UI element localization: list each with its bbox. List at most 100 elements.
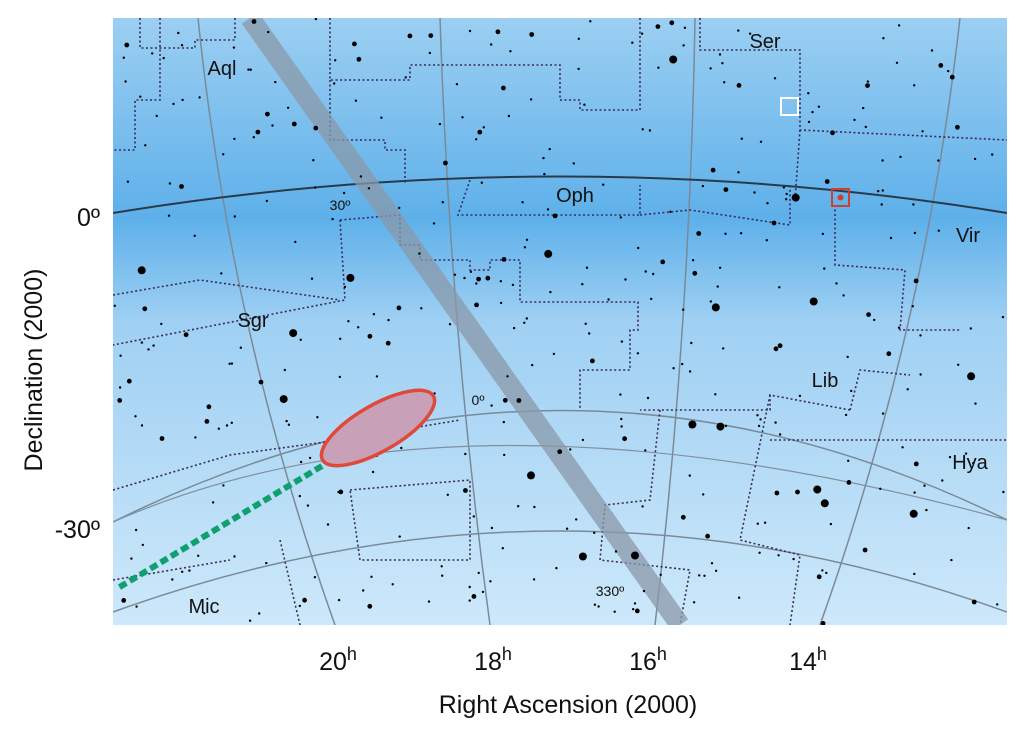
star: [249, 68, 252, 71]
star: [542, 156, 545, 160]
star: [681, 362, 684, 366]
star: [118, 386, 122, 389]
star: [714, 569, 718, 572]
x-tick-label: 18h: [474, 644, 512, 676]
star: [511, 283, 515, 287]
star: [923, 484, 926, 487]
x-ticks: 20h 18h 16h 14h: [319, 644, 827, 676]
star: [773, 346, 779, 352]
star: [443, 160, 448, 166]
star: [440, 565, 443, 568]
star: [342, 191, 346, 195]
star: [698, 574, 701, 577]
star: [740, 137, 743, 140]
star: [428, 51, 432, 55]
star: [230, 362, 234, 365]
star: [314, 186, 317, 189]
star: [972, 461, 975, 465]
star: [134, 415, 137, 418]
star: [225, 424, 229, 427]
y-axis-label: Declination (2000): [20, 269, 48, 472]
star: [602, 183, 605, 186]
star: [362, 589, 365, 592]
marker-red: [831, 188, 850, 207]
star: [763, 521, 767, 524]
star: [407, 33, 413, 39]
star: [181, 98, 184, 102]
star: [880, 203, 883, 206]
star: [198, 96, 201, 99]
star: [468, 599, 471, 602]
boundary: [279, 539, 301, 625]
star: [490, 43, 493, 46]
star: [232, 46, 236, 49]
star: [897, 326, 901, 329]
star: [736, 83, 742, 88]
star: [523, 321, 526, 324]
star: [168, 182, 172, 185]
star: [428, 33, 434, 38]
star: [967, 372, 976, 381]
star: [474, 302, 479, 308]
tick-number: 20: [319, 648, 347, 676]
star: [299, 460, 303, 464]
star: [782, 186, 786, 189]
tick-unit: h: [817, 644, 827, 664]
star: [835, 282, 838, 285]
star: [641, 128, 644, 131]
star: [613, 610, 616, 613]
star: [357, 326, 360, 329]
star: [501, 257, 507, 262]
star: [634, 608, 640, 614]
star: [501, 85, 506, 91]
star: [583, 103, 586, 106]
galactic-plane: [241, 18, 689, 625]
star: [913, 84, 916, 87]
star: [795, 489, 800, 495]
star: [346, 273, 355, 282]
star: [367, 603, 373, 609]
star: [283, 368, 286, 372]
star: [313, 576, 317, 579]
star: [701, 184, 705, 188]
star: [532, 578, 536, 581]
star: [593, 603, 597, 606]
star: [853, 118, 856, 122]
star: [313, 125, 319, 131]
star: [689, 425, 692, 429]
star: [316, 416, 319, 419]
galactic-label: 30º: [330, 197, 351, 213]
star: [160, 322, 163, 326]
star: [597, 605, 600, 608]
star: [572, 162, 575, 165]
star: [821, 569, 824, 572]
star: [897, 24, 901, 27]
star: [620, 417, 623, 421]
star: [506, 375, 509, 378]
star: [247, 68, 250, 71]
star: [766, 202, 769, 205]
star: [463, 488, 468, 493]
star: [183, 332, 189, 338]
star: [669, 55, 678, 64]
star: [180, 44, 184, 47]
star: [614, 550, 618, 553]
star: [441, 201, 444, 204]
star: [126, 180, 130, 183]
star: [220, 272, 223, 275]
star: [607, 298, 610, 301]
star: [919, 373, 922, 376]
star: [703, 574, 706, 577]
star: [950, 558, 953, 562]
star: [692, 270, 698, 276]
star: [396, 305, 402, 311]
star: [258, 379, 264, 385]
star: [774, 421, 777, 424]
star: [631, 41, 634, 44]
star: [585, 266, 589, 269]
star: [721, 62, 724, 65]
star: [549, 290, 552, 294]
star: [126, 378, 132, 384]
star: [464, 452, 467, 456]
star: [716, 285, 719, 288]
